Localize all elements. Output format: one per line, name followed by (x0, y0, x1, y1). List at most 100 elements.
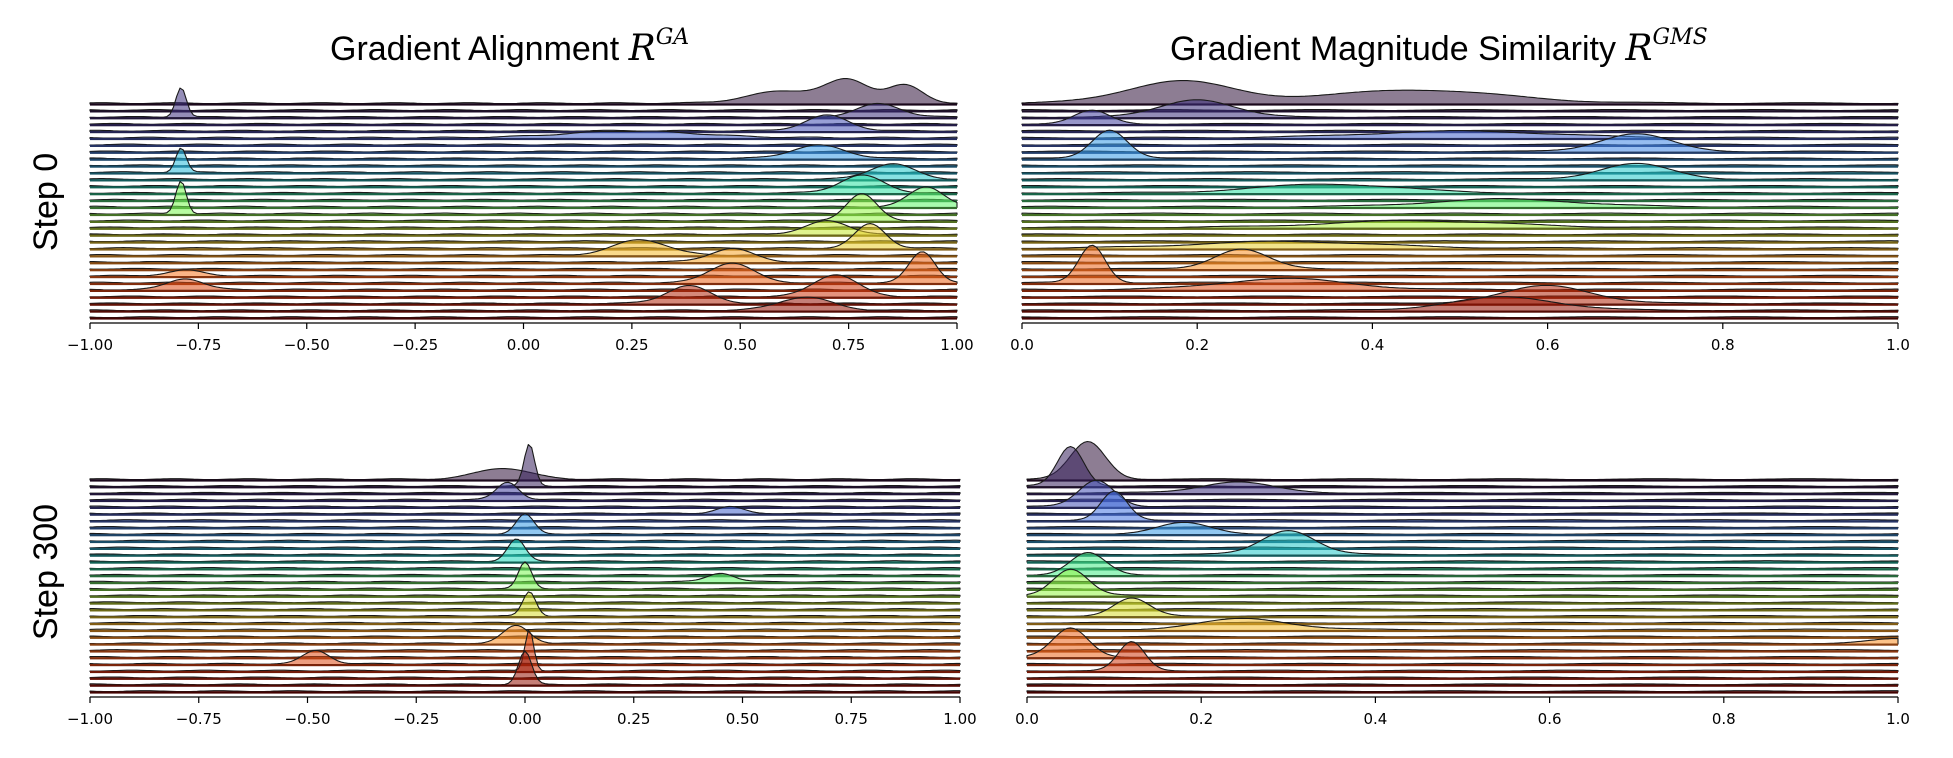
ridge-baseline (1022, 296, 1898, 299)
ridge-area (89, 505, 961, 515)
ridge-baseline (90, 684, 960, 687)
ridge-area (89, 174, 958, 195)
ridge-area (89, 591, 961, 618)
x-tick-label: 0.50 (726, 710, 759, 728)
ridge-baseline (90, 241, 957, 244)
ridge-baseline (90, 616, 960, 619)
column-title-text: Gradient Magnitude Similarity (1170, 30, 1625, 68)
ridge-baseline (1027, 609, 1898, 612)
ridge-baseline (90, 179, 957, 182)
x-tick-label: 0.75 (835, 710, 868, 728)
ridge-area (89, 274, 958, 298)
ridge-area (1021, 183, 1899, 195)
ridge-baseline (90, 262, 957, 265)
ridge-area (89, 247, 958, 264)
ridge-baseline (90, 499, 960, 503)
ridge-area (89, 186, 958, 209)
x-tick-label: 0.6 (1536, 336, 1560, 354)
ridge-baseline (90, 227, 957, 230)
ridge-baseline (1027, 629, 1898, 633)
x-tick-label: −0.25 (393, 710, 439, 728)
ridge-area (89, 538, 961, 563)
ridge-baseline (90, 623, 960, 626)
x-tick-label: 0.8 (1711, 336, 1735, 354)
ridge-baseline (90, 493, 960, 496)
ridge-baseline (1022, 137, 1898, 141)
x-tick-label: 1.00 (943, 710, 976, 728)
ridge-area (89, 78, 958, 105)
ridge-area (1026, 440, 1899, 481)
ridge-baseline (1027, 657, 1898, 660)
ridge-baseline (90, 296, 957, 299)
ridge-area (1021, 80, 1899, 105)
ridge-baseline (1022, 248, 1898, 251)
ridge-baseline (1027, 527, 1898, 530)
ridge-baseline (1022, 234, 1898, 237)
ridge-baseline (90, 158, 957, 161)
ridge-area (89, 650, 961, 686)
x-tick-label: 0.25 (617, 710, 650, 728)
ridge-baseline (90, 255, 957, 258)
ridge-baseline (1022, 165, 1898, 168)
ridge-baseline (1022, 186, 1898, 189)
ridge-area (1026, 568, 1899, 597)
x-tick-label: −0.75 (175, 336, 221, 354)
ridge-baseline (90, 289, 957, 292)
ridge-baseline (1027, 670, 1898, 674)
ridge-baseline (1022, 276, 1898, 279)
ridge-baseline (1022, 289, 1898, 292)
ridge-baseline (90, 691, 960, 694)
ridge-area (89, 114, 958, 133)
ridge-baseline (1027, 636, 1898, 639)
x-tick-label: 1.0 (1886, 336, 1910, 354)
ridge-area (89, 443, 961, 488)
x-tick-label: 0.00 (507, 336, 540, 354)
ridge-baseline (90, 310, 957, 313)
ridge-baseline (1022, 172, 1898, 175)
ridge-baseline (90, 117, 957, 120)
ridge-baseline (1027, 561, 1898, 564)
ridge-baseline (90, 110, 957, 113)
ridge-area (1026, 530, 1899, 556)
row-label-step-0: Step 0 (27, 153, 65, 251)
row-label-step-300: Step 300 (27, 504, 65, 640)
ridge-baseline (1027, 575, 1898, 578)
ridge-baseline (1022, 213, 1898, 217)
ridge-baseline (1022, 179, 1898, 182)
ridge-baseline (1027, 499, 1898, 503)
ridge-area (1021, 130, 1899, 140)
ridge-baseline (1027, 691, 1898, 694)
ridge-baseline (1027, 684, 1898, 687)
ridge-area (1021, 129, 1899, 160)
x-tick-label: 0.00 (508, 710, 541, 728)
ridge-area (89, 513, 961, 536)
ridge-baseline (1027, 513, 1898, 516)
ridge-area (1026, 481, 1899, 495)
ridge-area (89, 561, 961, 590)
ridge-baseline (90, 103, 957, 106)
ridge-baseline (90, 151, 957, 154)
ridge-area (1021, 277, 1899, 291)
ridge-baseline (1027, 643, 1898, 646)
ridge-area (1021, 197, 1899, 209)
panel-step0-gradient-magnitude-similarity: 0.0 0.2 0.4 0.6 0.8 1.0 (1010, 80, 1910, 354)
ridge-area (1026, 445, 1899, 488)
ridge-baseline (1022, 241, 1898, 244)
ridge-baseline (1022, 193, 1898, 196)
ridge-area (1026, 490, 1899, 522)
ridge-baseline (1022, 124, 1898, 127)
ridge-baseline (1027, 506, 1898, 509)
ridge-area (89, 181, 958, 216)
ridge-baseline (1027, 650, 1898, 653)
x-tick-label: 0.0 (1015, 710, 1039, 728)
ridge-baseline (90, 186, 957, 189)
x-tick-label: −0.75 (176, 710, 222, 728)
ridge-baseline (90, 200, 957, 203)
ridge-baseline (90, 248, 957, 251)
ridge-baseline (90, 234, 957, 237)
ridge-baseline (1027, 540, 1898, 544)
ridge-baseline (1022, 151, 1898, 154)
ridge-baseline (90, 131, 957, 134)
column-title-gradient-alignment: Gradient Alignment RGA (330, 25, 689, 69)
